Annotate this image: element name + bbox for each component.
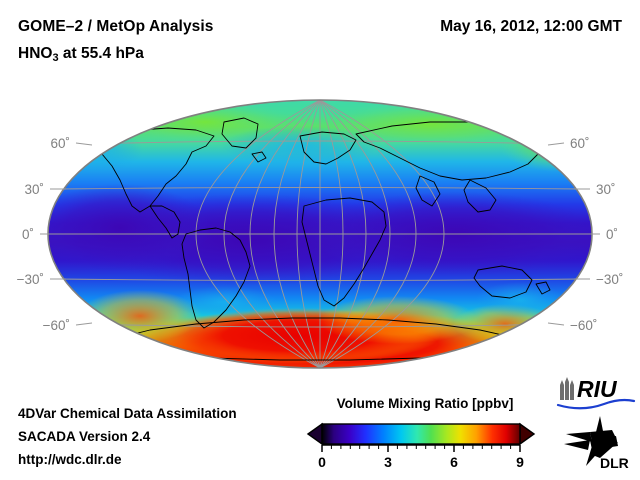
colorbar-tick-6: 6 (450, 454, 458, 470)
lat-label-30n-left: 30˚ (24, 182, 44, 197)
footer-credits: 4DVar Chemical Data Assimilation SACADA … (18, 402, 237, 471)
lat-label-0-left: 0˚ (22, 227, 34, 242)
species-subscript: 3 (52, 52, 59, 64)
species-level-label: HNO3 at 55.4 hPa (18, 45, 144, 64)
lat-label-30s-right: −30˚ (596, 272, 623, 287)
colorbar-tick-9: 9 (516, 454, 524, 470)
colorbar-title: Volume Mixing Ratio [ppbv] (336, 396, 514, 411)
footer-line-method: 4DVar Chemical Data Assimilation (18, 406, 237, 421)
footer-line-version: SACADA Version 2.4 (18, 429, 151, 444)
lat-label-30n-right: 30˚ (596, 182, 616, 197)
lat-label-60s-left: −60˚ (43, 318, 70, 333)
riu-logo: RIU (556, 376, 636, 410)
lat-label-30s-left: −30˚ (17, 272, 44, 287)
lat-label-60s-right: −60˚ (570, 318, 597, 333)
colorbar-min-arrow (306, 422, 323, 446)
lat-label-60n-left: 60˚ (50, 136, 70, 151)
page-title: GOME–2 / MetOp Analysis (18, 18, 214, 35)
pressure-level: at 55.4 hPa (58, 45, 144, 62)
graticule-labels: 60˚ 30˚ 0˚ −30˚ −60˚ 60˚ 30˚ 0˚ −30˚ −60… (17, 136, 624, 333)
data-field (48, 100, 592, 368)
colorbar-gradient (321, 423, 521, 445)
timestamp-label: May 16, 2012, 12:00 GMT (440, 18, 622, 35)
colorbar-max-arrow (519, 422, 536, 446)
dlr-wordmark: DLR (600, 455, 629, 471)
colorbar-tick-0: 0 (318, 454, 326, 470)
riu-wordmark: RIU (577, 376, 618, 402)
colorbar: Volume Mixing Ratio [ppbv] (300, 396, 550, 472)
global-map-panel: 60˚ 30˚ 0˚ −30˚ −60˚ 60˚ 30˚ 0˚ −30˚ −60… (0, 88, 640, 380)
colorbar-tick-3: 3 (384, 454, 392, 470)
footer-line-url[interactable]: http://wdc.dlr.de (18, 452, 122, 467)
colorbar-scale: 0 3 6 9 (306, 422, 536, 470)
riu-swoosh-icon (556, 398, 636, 410)
coastlines (95, 117, 551, 361)
lat-label-0-right: 0˚ (606, 227, 618, 242)
riu-tower-icon (560, 377, 574, 400)
dlr-logo: DLR (564, 416, 629, 471)
dlr-pinwheel-icon (564, 416, 618, 466)
mollweide-map: 60˚ 30˚ 0˚ −30˚ −60˚ 60˚ 30˚ 0˚ −30˚ −60… (17, 99, 624, 369)
species-name: HNO (18, 45, 53, 62)
lat-label-60n-right: 60˚ (570, 136, 590, 151)
graticule (48, 100, 592, 368)
graticule-ticks (40, 142, 600, 326)
colorbar-major-ticks (321, 445, 521, 452)
colorbar-minor-ticks (330, 445, 512, 449)
